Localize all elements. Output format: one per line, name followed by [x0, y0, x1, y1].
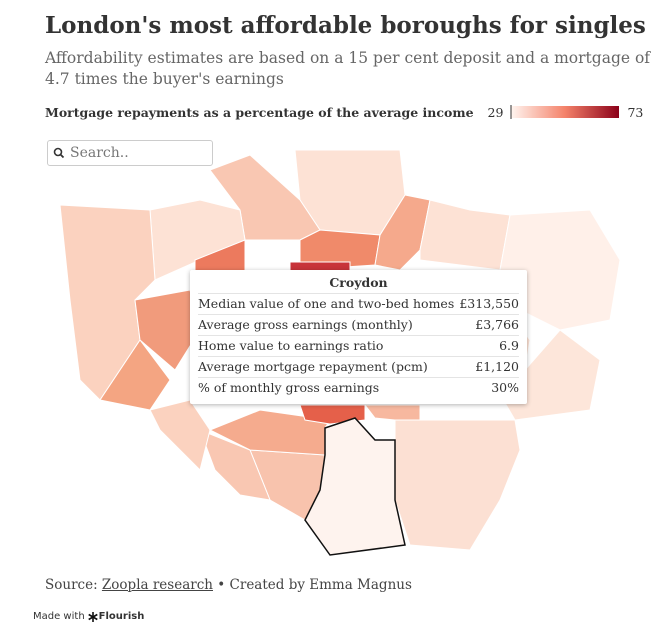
- borough[interactable]: [99, 339, 171, 411]
- tooltip-row: Average mortgage repayment (pcm) £1,120: [198, 356, 519, 377]
- made-with-label: Made with: [33, 611, 85, 622]
- borough[interactable]: [134, 289, 201, 371]
- row-label: % of monthly gross earnings: [198, 380, 380, 395]
- row-value: £313,550: [459, 296, 519, 311]
- row-label: Median value of one and two-bed homes: [198, 296, 455, 311]
- croydon-borough[interactable]: [304, 417, 406, 556]
- borough[interactable]: [363, 404, 421, 421]
- flourish-brand: Flourish: [98, 611, 145, 622]
- search-box[interactable]: Search..: [47, 140, 213, 166]
- search-icon: [53, 147, 65, 159]
- tooltip: Croydon Median value of one and two-bed …: [190, 270, 527, 404]
- row-label: Average mortgage repayment (pcm): [198, 359, 428, 374]
- legend-max: 73: [627, 104, 644, 120]
- borough[interactable]: [419, 199, 511, 271]
- tooltip-row: Average gross earnings (monthly) £3,766: [198, 314, 519, 335]
- source: Source: Zoopla research • Created by Emm…: [45, 577, 412, 593]
- row-value: 6.9: [499, 338, 519, 353]
- source-link[interactable]: Zoopla research: [101, 577, 213, 593]
- legend-title: Mortgage repayments as a percentage of t…: [45, 104, 474, 120]
- row-value: £1,120: [475, 359, 519, 374]
- legend-scale: [510, 105, 620, 119]
- title: London's most affordable boroughs for si…: [45, 12, 646, 39]
- search-placeholder: Search..: [70, 145, 129, 161]
- credit: • Created by Emma Magnus: [217, 577, 412, 593]
- tooltip-title: Croydon: [329, 275, 388, 290]
- tooltip-row: Median value of one and two-bed homes £31…: [198, 293, 519, 314]
- legend-gradient: [511, 106, 620, 118]
- row-label: Home value to earnings ratio: [198, 338, 384, 353]
- flourish-icon: [87, 611, 98, 622]
- borough[interactable]: [149, 399, 211, 471]
- legend-min: 29: [487, 104, 504, 120]
- tooltip-row: % of monthly gross earnings 30%: [198, 377, 519, 398]
- borough[interactable]: [394, 419, 521, 551]
- row-value: £3,766: [475, 317, 519, 332]
- tooltip-row: Home value to earnings ratio 6.9: [198, 335, 519, 356]
- row-label: Average gross earnings (monthly): [198, 317, 413, 332]
- borough[interactable]: [199, 429, 271, 501]
- subtitle: Affordability estimates are based on a 1…: [45, 49, 651, 88]
- made-with[interactable]: Made with Flourish: [33, 611, 144, 622]
- legend: Mortgage repayments as a percentage of t…: [45, 104, 649, 120]
- row-value: 30%: [491, 380, 519, 395]
- source-label: Source:: [45, 577, 98, 593]
